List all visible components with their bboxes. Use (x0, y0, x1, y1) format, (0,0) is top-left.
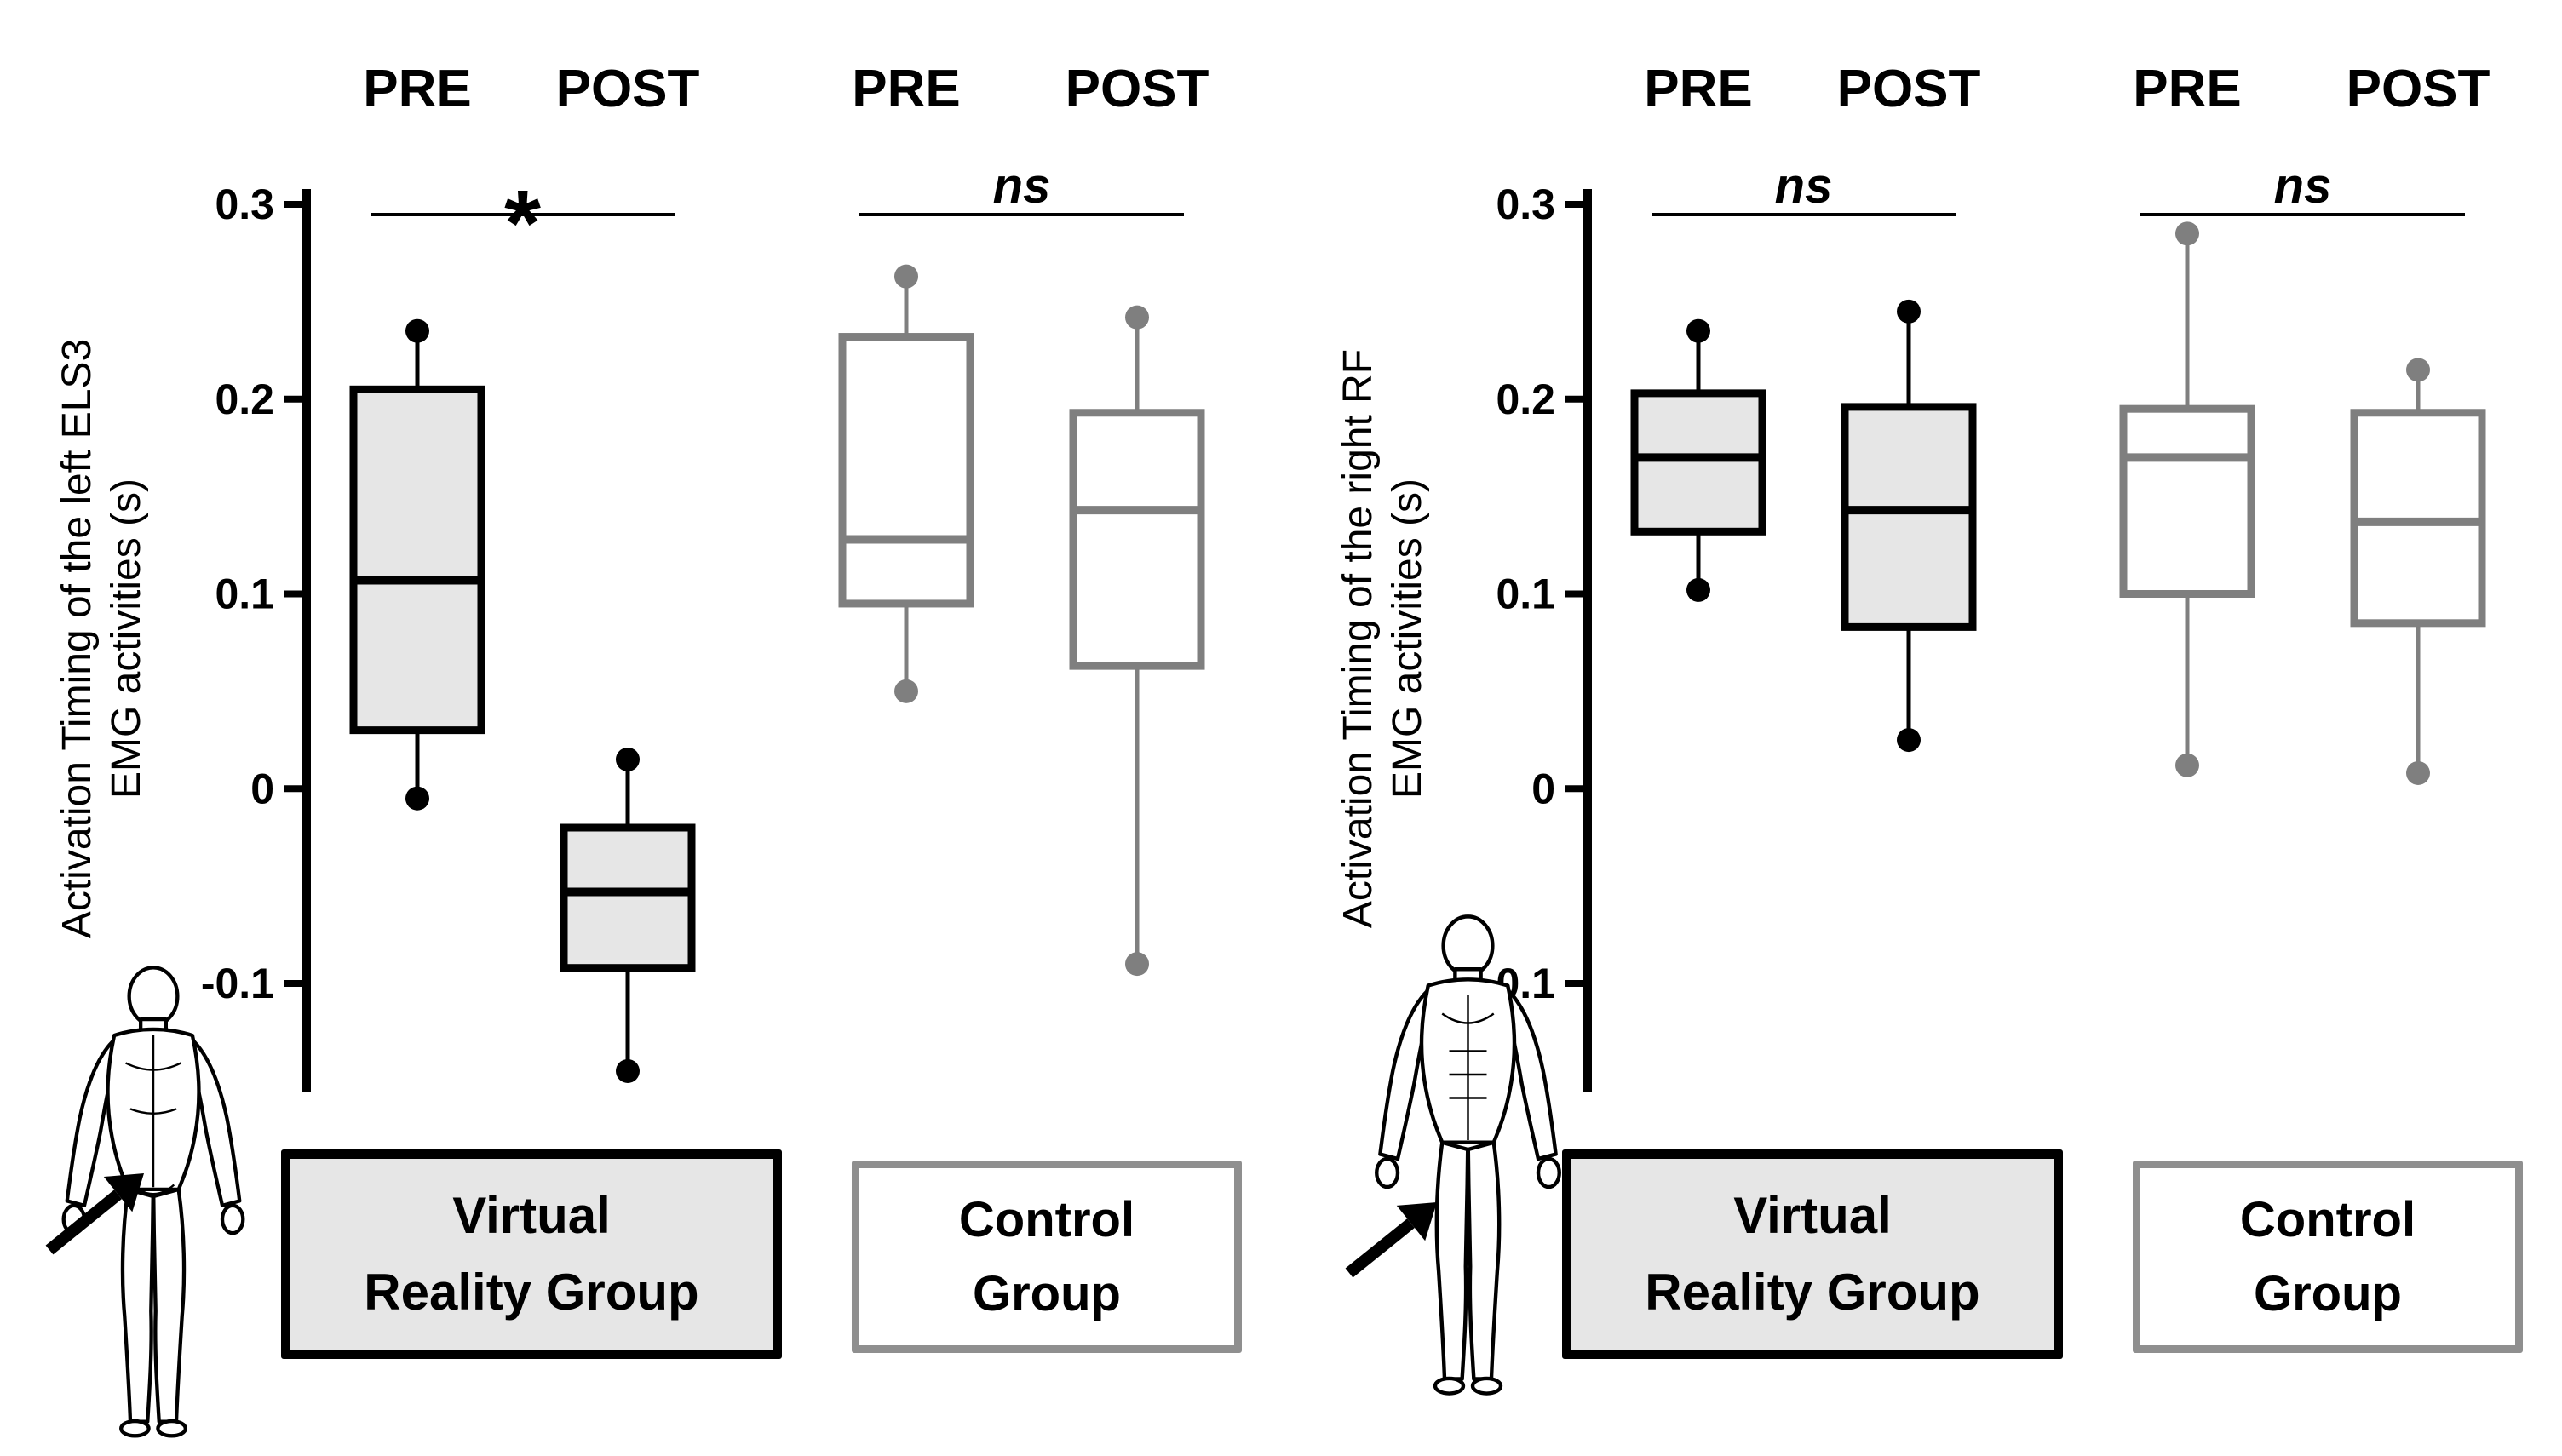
iqr-box (2119, 404, 2255, 598)
figure-foot (119, 1419, 151, 1438)
y-tick-label: 0.2 (215, 375, 274, 423)
group-label-line: Control (958, 1192, 1135, 1247)
iqr-box (349, 385, 485, 735)
whisker-high-dot (2406, 358, 2430, 382)
virtual-reality-group-label: Virtual Reality Group (281, 1149, 782, 1359)
control-group-label: Control Group (852, 1161, 1242, 1353)
figure-foot (156, 1419, 187, 1438)
group-label-line: Reality Group (1645, 1264, 1980, 1321)
group-label-line: Virtual (452, 1187, 611, 1244)
figure-muscle-line (129, 1108, 177, 1115)
iqr-box (1630, 389, 1766, 536)
group-label-line: Group (2254, 1266, 2402, 1321)
y-axis-label: EMG activities (s) (1385, 479, 1430, 799)
y-tick-label: 0.3 (215, 181, 274, 228)
condition-label: PRE (363, 60, 471, 118)
control-group-label: Control Group (2133, 1161, 2523, 1353)
y-tick-label: 0 (250, 765, 274, 812)
panel-left-els3: 0.3 0.2 0.1 0 -0.1 Activation Timing of the l… (45, 60, 1242, 1438)
figure-muscle-line (125, 1062, 181, 1071)
y-tick-label: -0.1 (201, 960, 274, 1007)
figure-leg (1434, 1140, 1470, 1381)
figure-leg (1466, 1140, 1502, 1381)
whisker-low-dot (894, 679, 918, 703)
whisker-high-dot (405, 318, 429, 343)
condition-label: POST (1066, 60, 1209, 118)
figure-head (127, 966, 180, 1028)
figure-arm (1501, 986, 1558, 1161)
figure-arm (186, 1035, 242, 1207)
figure-foot (1470, 1376, 1503, 1396)
whisker-low-dot (2175, 753, 2199, 777)
arrow-pointing-to-right-rectus-femoris (1345, 1202, 1437, 1278)
whisker-low-dot (1125, 952, 1149, 977)
figure-hand (1375, 1156, 1400, 1189)
group-label-line: Group (973, 1266, 1121, 1321)
group-label-line: Control (2239, 1192, 2416, 1247)
y-axis-label: Activation Timing of the right RF (1336, 349, 1381, 928)
panel-right-rf: 0.3 0.2 0.1 0 -0.1 Activation Timing of the r… (1281, 0, 2562, 1456)
y-tick-label: 0.1 (215, 570, 274, 618)
figure-arm (65, 1035, 121, 1207)
y-axis-label: Activation Timing of the left ELS3 (55, 339, 100, 938)
figure-leg (152, 1187, 187, 1424)
whisker-low-dot (1897, 728, 1921, 753)
figure-muscle-line (1441, 1012, 1495, 1024)
y-tick-label: 0.2 (1496, 375, 1555, 423)
virtual-reality-group-label: Virtual Reality Group (1562, 1149, 2063, 1359)
iqr-box (1841, 403, 1977, 631)
figure-leg (120, 1187, 155, 1424)
condition-label: PRE (1644, 60, 1752, 118)
arrow-pointing-to-left-erector-spinae (45, 1173, 144, 1255)
iqr-box (560, 823, 696, 972)
condition-label: POST (556, 60, 700, 118)
y-axis-label: EMG activities (s) (104, 479, 149, 799)
figure-foot (1433, 1376, 1466, 1396)
condition-label: PRE (852, 60, 960, 118)
whisker-high-dot (1686, 318, 1710, 343)
condition-label: PRE (2133, 60, 2241, 118)
human-back-muscle-figure (61, 966, 245, 1438)
whisker-low-dot (1686, 577, 1710, 602)
significance-label: ns (2274, 158, 2332, 214)
y-tick-label: 0.1 (1496, 570, 1555, 618)
significance-label: ns (993, 158, 1051, 214)
condition-label: POST (1837, 60, 1981, 118)
whisker-low-dot (2406, 760, 2430, 785)
iqr-box (1069, 409, 1205, 670)
significance-label: * (504, 171, 541, 276)
whisker-high-dot (1125, 305, 1149, 330)
figure-head (1441, 914, 1495, 977)
whisker-high-dot (1897, 299, 1921, 324)
boxplot-chart-els3: 0.3 0.2 0.1 0 -0.1 Activation Timing of the l… (45, 60, 1209, 1438)
figure-hand (220, 1203, 245, 1235)
iqr-box (838, 333, 974, 608)
y-tick-label: 0.3 (1496, 181, 1555, 228)
group-label-line: Reality Group (364, 1264, 699, 1321)
whisker-high-dot (2175, 221, 2199, 246)
whisker-low-dot (616, 1058, 640, 1083)
whisker-low-dot (405, 786, 429, 811)
figure-hand (1536, 1156, 1561, 1189)
condition-label: POST (2347, 60, 2490, 118)
whisker-high-dot (616, 747, 640, 771)
whisker-high-dot (894, 264, 918, 289)
y-tick-label: 0 (1531, 765, 1555, 812)
group-label-line: Virtual (1733, 1187, 1892, 1244)
significance-label: ns (1775, 158, 1833, 214)
figure-arm (1378, 986, 1435, 1161)
human-front-muscle-figure (1375, 914, 1561, 1396)
